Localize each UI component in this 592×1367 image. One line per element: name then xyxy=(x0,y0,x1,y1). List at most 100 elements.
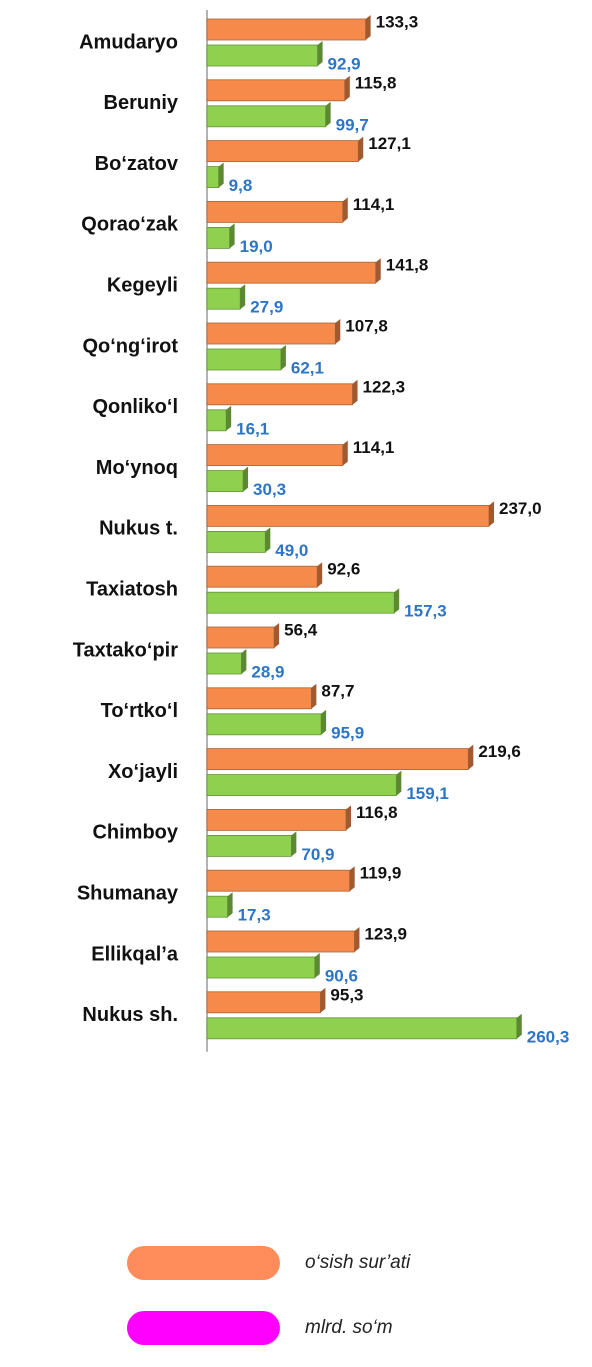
data-label: 219,6 xyxy=(478,742,521,761)
data-label: 62,1 xyxy=(291,358,324,377)
bar xyxy=(206,79,346,102)
category-label: Qo‘ng‘irot xyxy=(82,335,178,357)
data-label: 99,7 xyxy=(336,115,369,134)
data-label: 116,8 xyxy=(356,803,398,822)
bar-side xyxy=(394,588,400,614)
bar xyxy=(206,774,397,796)
bar xyxy=(206,140,359,163)
bar-side xyxy=(345,805,351,831)
data-label: 133,3 xyxy=(376,12,419,31)
category-label: Nukus t. xyxy=(99,518,178,540)
legend-label: mlrd. so‘m xyxy=(305,1317,393,1338)
bar xyxy=(206,626,275,649)
bar xyxy=(206,748,469,770)
data-label: 9,8 xyxy=(229,176,253,195)
bar-side xyxy=(226,405,232,431)
bar xyxy=(206,18,367,41)
bar xyxy=(206,652,242,675)
bar-side xyxy=(241,649,247,674)
data-label: 90,6 xyxy=(325,966,358,985)
bar-side xyxy=(317,562,323,588)
bar-side xyxy=(344,75,350,101)
category-label: Ellikqal’a xyxy=(91,943,179,965)
data-label: 92,6 xyxy=(327,560,360,579)
data-label: 114,1 xyxy=(353,195,395,214)
bar xyxy=(206,226,231,249)
bar xyxy=(206,835,292,857)
bar-side xyxy=(352,379,358,405)
bar-side xyxy=(274,623,280,648)
bar-side xyxy=(375,258,381,284)
bar xyxy=(206,261,377,284)
category-label: Xo‘jayli xyxy=(108,761,178,783)
bar-side xyxy=(325,101,331,127)
data-label: 16,1 xyxy=(236,419,269,438)
bar xyxy=(206,444,344,467)
bar-side xyxy=(489,501,495,527)
data-label: 17,3 xyxy=(238,906,271,925)
bar-side xyxy=(516,1013,522,1039)
category-label: To‘rtko‘l xyxy=(101,700,178,722)
data-label: 92,9 xyxy=(328,54,361,73)
bar-side xyxy=(342,197,348,223)
category-label: Qonliko‘l xyxy=(92,396,178,418)
bar xyxy=(206,504,490,527)
bar xyxy=(206,348,282,371)
bar xyxy=(206,105,327,128)
data-label: 114,1 xyxy=(353,438,395,457)
category-label: Taxtako‘pir xyxy=(73,639,178,661)
bar-side xyxy=(291,831,297,857)
bar-side xyxy=(342,440,348,466)
category-label: Shumanay xyxy=(77,882,179,904)
bar-side xyxy=(358,136,364,162)
data-label: 159,1 xyxy=(406,784,449,803)
category-label: Beruniy xyxy=(104,92,179,114)
bar-side xyxy=(311,683,317,709)
bar-side xyxy=(354,927,360,952)
bar xyxy=(206,409,227,432)
bar xyxy=(206,930,355,953)
bar xyxy=(206,991,321,1014)
data-label: 157,3 xyxy=(404,602,447,621)
category-label: Chimboy xyxy=(92,822,178,844)
bar xyxy=(206,956,316,979)
bar-side xyxy=(229,223,235,249)
bar xyxy=(206,44,318,67)
data-label: 107,8 xyxy=(345,316,388,335)
bar-side xyxy=(280,345,286,370)
legend-label: o‘sish sur’ati xyxy=(305,1252,411,1273)
bar xyxy=(206,322,336,345)
data-label: 49,0 xyxy=(275,541,308,560)
bar xyxy=(206,895,228,918)
data-label: 87,7 xyxy=(321,681,354,700)
bar xyxy=(206,200,344,223)
data-label: 70,9 xyxy=(301,845,334,864)
category-label: Taxiatosh xyxy=(86,578,178,600)
bar-side xyxy=(349,866,355,892)
bar xyxy=(206,809,347,831)
data-label: 56,4 xyxy=(284,620,318,639)
data-label: 237,0 xyxy=(499,499,542,518)
data-label: 122,3 xyxy=(363,377,406,396)
bar xyxy=(206,166,220,189)
bar-side xyxy=(243,466,249,492)
data-label: 123,9 xyxy=(364,924,407,943)
bar-side xyxy=(218,162,224,188)
bar xyxy=(206,565,318,588)
bar-side xyxy=(314,953,320,978)
data-label: 95,3 xyxy=(330,985,363,1004)
category-label: Kegeyli xyxy=(107,274,178,296)
bar-side xyxy=(335,319,341,344)
data-label: 30,3 xyxy=(253,480,286,499)
bar-side xyxy=(320,987,326,1013)
data-label: 28,9 xyxy=(251,662,284,681)
bar xyxy=(206,591,395,614)
bar-side xyxy=(265,527,271,553)
bar xyxy=(206,869,351,892)
legend-swatch xyxy=(127,1311,280,1345)
data-label: 19,0 xyxy=(240,237,273,256)
bar xyxy=(206,287,241,310)
bar xyxy=(206,383,353,406)
bar xyxy=(206,531,266,553)
legend-swatch xyxy=(127,1246,280,1280)
